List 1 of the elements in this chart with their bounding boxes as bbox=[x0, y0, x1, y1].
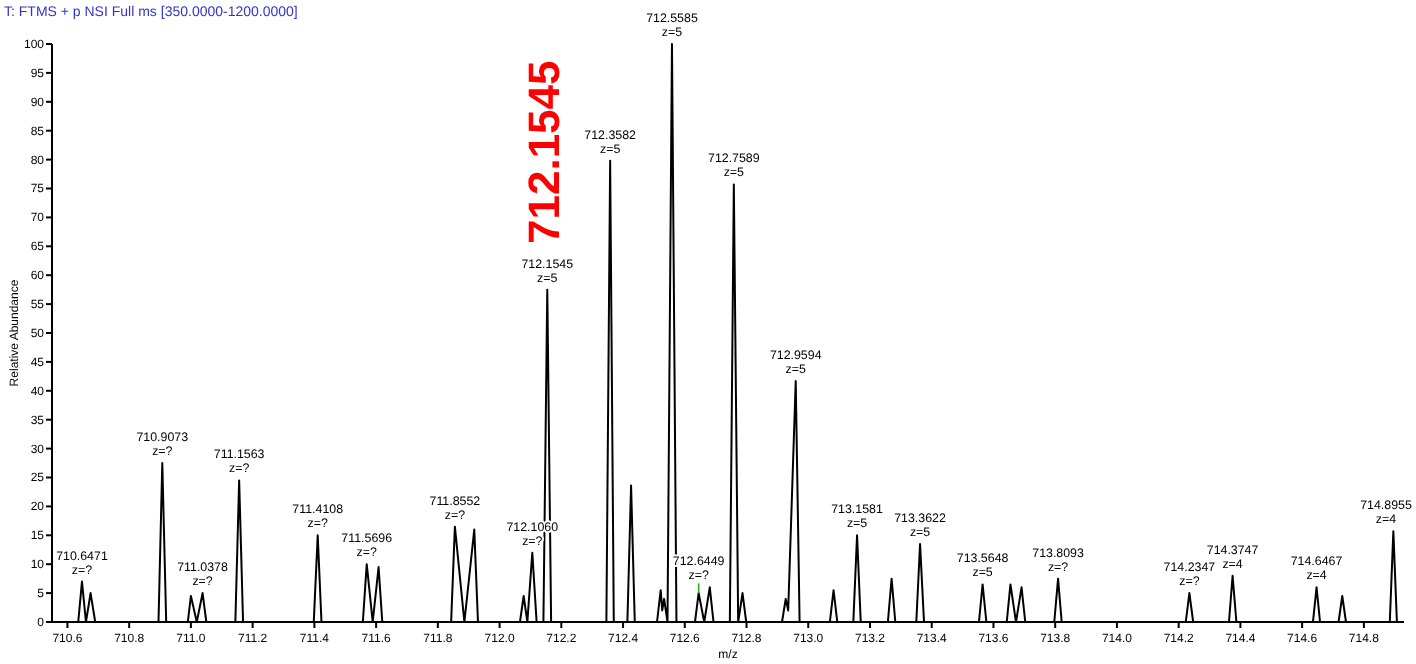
annotation: 712.1545 bbox=[519, 60, 569, 244]
